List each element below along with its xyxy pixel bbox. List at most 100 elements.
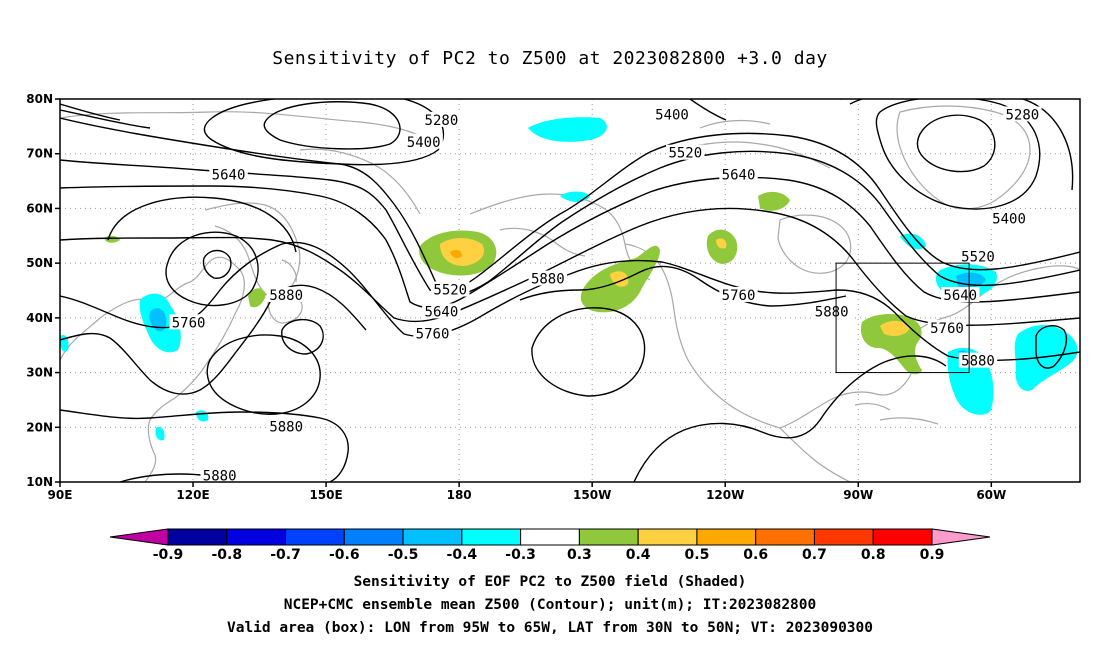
shade-positive: [248, 288, 266, 308]
colorbar-labels: -0.9 -0.8 -0.7 -0.6 -0.5 -0.4 -0.3 0.3 0.4 0.5 0.6…: [153, 547, 945, 563]
contour-label-bg: [958, 352, 998, 368]
colorbar-segment: [696, 528, 757, 546]
colorbar-label: -0.5: [388, 547, 419, 563]
contour-label: 5640: [425, 304, 459, 320]
colorbar-label: -0.6: [329, 547, 360, 563]
shade-positive: [880, 320, 910, 336]
contour-label: 5520: [433, 283, 467, 299]
colorbar-segment: [226, 528, 287, 546]
colorbar-segment: [872, 528, 933, 546]
colorbar-label: 0.6: [743, 547, 768, 563]
contour-label-bg: [927, 319, 967, 335]
map-frame: [59, 98, 1081, 483]
contour-label-bg: [200, 467, 239, 482]
contour-label-bg: [719, 286, 758, 302]
shade-positive: [440, 238, 484, 266]
contour-label: 5280: [1005, 107, 1039, 123]
shade-negative: [155, 426, 165, 441]
contour-label: 5640: [943, 288, 977, 304]
contour-label: 5880: [203, 469, 237, 485]
colorbar-label: -0.3: [505, 547, 536, 563]
contour-label: 5880: [961, 354, 995, 370]
lat-label: 30N: [26, 366, 53, 380]
colorbar-segment: [285, 528, 345, 546]
contour-label-bg: [413, 325, 452, 341]
latitude-labels: 80N 70N 60N 50N 40N 30N 20N 10N: [26, 92, 53, 489]
colorbar-label: 0.9: [920, 547, 945, 563]
colorbar-label: -0.7: [270, 547, 301, 563]
colorbar-segment: [578, 528, 639, 546]
contour-label-bg: [989, 210, 1029, 226]
lat-label: 10N: [26, 475, 53, 489]
contour-label-bg: [266, 286, 306, 302]
coastlines: [60, 105, 1080, 482]
contour-label-bg: [958, 248, 998, 264]
colorbar-segment: [343, 528, 404, 546]
shade-positive: [716, 238, 727, 249]
caption-contour: NCEP+CMC ensemble mean Z500 (Contour); u…: [283, 597, 817, 613]
shade-negative: [528, 117, 607, 142]
colorbar-segment: [637, 528, 698, 546]
colorbar-segment: [402, 528, 463, 546]
colorbar-label: 0.7: [802, 547, 827, 563]
contour-label: 5400: [992, 211, 1026, 227]
contour-label: 5760: [416, 326, 450, 342]
valid-area-box: [835, 262, 970, 374]
caption-shading: Sensitivity of EOF PC2 to Z500 field (Sh…: [353, 574, 747, 590]
colorbar-label: -0.8: [211, 547, 242, 563]
contour-label: 5640: [722, 168, 756, 184]
colorbar-label: 0.3: [567, 547, 592, 563]
colorbar-label: -0.4: [447, 547, 478, 563]
lon-label: 60W: [976, 488, 1006, 502]
contour-label-bg: [941, 286, 980, 302]
contour-labels: 5280 5400 5640 5400 5520 5640 5280 5400 5520 5640…: [169, 106, 1042, 485]
colorbar: [109, 528, 991, 546]
contour-label-bg: [719, 166, 758, 182]
shade-negative: [1014, 325, 1078, 391]
lon-label: 120W: [706, 488, 744, 502]
colorbar-segment: [755, 528, 815, 546]
contour-label-bg: [528, 270, 568, 286]
contour-label: 5880: [269, 419, 303, 435]
shade-negative: [149, 308, 167, 332]
lat-label: 50N: [26, 256, 53, 270]
contour-label: 5280: [425, 113, 459, 129]
lon-label: 90W: [843, 488, 873, 502]
contour-label: 5400: [407, 135, 441, 151]
colorbar-segment: [520, 528, 580, 546]
colorbar-label: -0.9: [153, 547, 184, 563]
contour-label: 5520: [668, 146, 702, 162]
contour-label: 5760: [172, 315, 206, 331]
caption-valid-area: Valid area (box): LON from 95W to 65W, L…: [226, 620, 873, 636]
contour-label-bg: [422, 303, 461, 319]
colorbar-label: 0.5: [685, 547, 710, 563]
contour-label: 5880: [815, 304, 849, 320]
longitude-labels: 90E 120E 150E 180 150W 120W 90W 60W: [48, 488, 1007, 502]
lon-label: 150W: [573, 488, 611, 502]
chart-title: Sensitivity of PC2 to Z500 at 2023082800…: [272, 48, 828, 69]
shade-positive: [450, 249, 462, 259]
z500-contours: [60, 99, 1080, 482]
contour-label: 5520: [961, 250, 995, 266]
contour-label-bg: [1003, 106, 1042, 122]
contour-label: 5760: [930, 321, 964, 337]
shade-positive: [758, 191, 790, 211]
lat-label: 60N: [26, 201, 53, 215]
lon-label: 120E: [176, 488, 209, 502]
colorbar-low-triangle: [109, 528, 169, 546]
colorbar-segment: [461, 528, 522, 546]
contour-label-bg: [812, 303, 851, 319]
lon-label: 90E: [48, 488, 73, 502]
contour-label-bg: [422, 111, 461, 127]
shade-negative: [900, 233, 926, 250]
lat-label: 40N: [26, 311, 53, 325]
lon-label: 180: [447, 488, 472, 502]
contour-label: 5400: [655, 107, 689, 123]
lon-label: 150E: [309, 488, 342, 502]
contour-label-bg: [431, 281, 470, 297]
colorbar-segment: [813, 528, 874, 546]
colorbar-segment: [167, 528, 228, 546]
lat-label: 70N: [26, 147, 53, 161]
contour-label-bg: [266, 418, 306, 434]
contour-label: 5880: [269, 288, 303, 304]
